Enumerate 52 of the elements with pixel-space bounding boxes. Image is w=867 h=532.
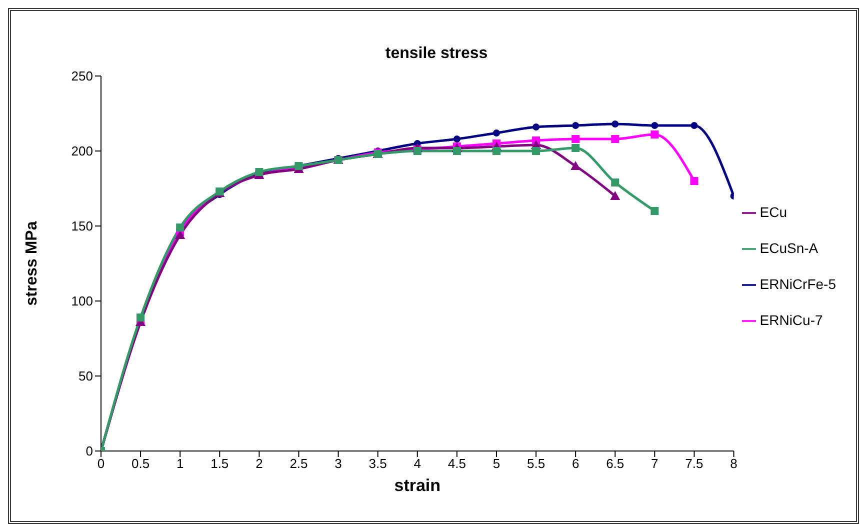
point xyxy=(572,135,580,143)
point xyxy=(452,147,461,155)
point xyxy=(176,224,184,232)
point xyxy=(651,122,658,129)
y-tick-label: 0 xyxy=(86,444,93,459)
point xyxy=(175,230,186,239)
x-tick-label: 2 xyxy=(256,456,263,472)
y-axis-title: stress MPa xyxy=(24,221,41,306)
x-tick-label: 4 xyxy=(414,456,421,472)
point xyxy=(611,135,620,143)
x-tick-label: 5.5 xyxy=(526,456,546,472)
legend-label: ECu xyxy=(760,204,787,220)
point xyxy=(690,177,698,185)
legend-label: ECuSn-A xyxy=(760,240,818,256)
x-tick-label: 6 xyxy=(572,456,580,472)
point xyxy=(611,178,620,186)
x-tick-label: 1.5 xyxy=(210,456,229,472)
x-tick-label: 7 xyxy=(651,456,658,472)
point xyxy=(612,120,619,128)
chart-title: tensile stress xyxy=(384,45,489,63)
point xyxy=(492,130,500,136)
point xyxy=(572,122,580,129)
point xyxy=(690,122,698,129)
x-tick-label: 5 xyxy=(492,456,500,472)
x-tick-label: 8 xyxy=(730,456,738,472)
legend-label: ERNiCu-7 xyxy=(760,312,823,328)
y-tick-label: 200 xyxy=(71,144,93,159)
x-tick-label: 6.5 xyxy=(606,456,624,472)
point xyxy=(453,136,460,142)
point xyxy=(572,144,580,152)
x-tick-label: 0 xyxy=(97,456,105,472)
point xyxy=(650,207,659,215)
point xyxy=(610,191,620,200)
x-tick-label: 2.5 xyxy=(290,456,308,472)
point xyxy=(136,314,145,322)
point xyxy=(570,161,581,170)
x-tick-label: 7.5 xyxy=(685,456,704,472)
x-tick-label: 0.5 xyxy=(132,456,150,472)
legend-label: ERNiCrFe-5 xyxy=(760,276,836,292)
point xyxy=(532,147,540,155)
y-tick-label: 150 xyxy=(71,218,93,234)
x-tick-label: 3.5 xyxy=(368,456,387,472)
y-tick-label: 50 xyxy=(78,368,93,384)
x-tick-label: 4.5 xyxy=(448,456,466,472)
y-tick-label: 100 xyxy=(71,294,93,309)
x-tick-label: 1 xyxy=(176,456,184,472)
x-tick-label: 3 xyxy=(334,456,342,472)
point xyxy=(492,147,500,155)
point xyxy=(532,124,540,130)
y-tick-label: 250 xyxy=(71,68,93,84)
x-axis-title: strain xyxy=(394,476,441,495)
point xyxy=(650,130,659,138)
